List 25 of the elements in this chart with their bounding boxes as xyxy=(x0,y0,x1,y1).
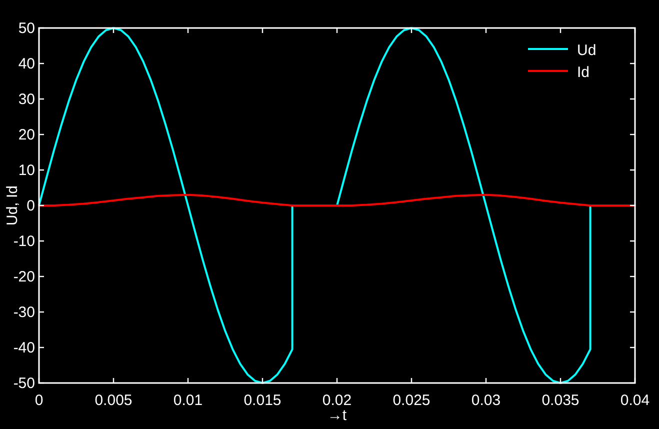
x-tick-label: 0.015 xyxy=(244,392,282,409)
legend-label: Id xyxy=(577,64,590,81)
x-tick-label: 0.02 xyxy=(322,392,352,409)
y-tick-label: 0 xyxy=(26,198,35,214)
x-tick-label: 0.01 xyxy=(173,392,203,409)
y-tick-label: 50 xyxy=(18,20,35,37)
y-tick-label: -10 xyxy=(13,233,35,250)
line-series xyxy=(38,194,636,206)
y-tick-label: 40 xyxy=(18,56,35,72)
x-tick-label: 0.035 xyxy=(542,392,580,409)
y-axis-title: Ud, Id xyxy=(4,185,21,226)
x-tick-label: 0.04 xyxy=(620,392,650,409)
x-tick-label: 0.005 xyxy=(94,392,132,409)
y-tick-label: 20 xyxy=(18,126,35,144)
y-tick-label: -20 xyxy=(13,268,35,286)
legend-label: Ud xyxy=(577,42,596,59)
y-tick-label: -30 xyxy=(13,304,35,321)
y-tick-label: 10 xyxy=(18,162,35,179)
x-tick-label: 0.025 xyxy=(392,392,430,409)
x-tick-label: 0.03 xyxy=(471,392,501,409)
y-tick-label: 30 xyxy=(18,91,35,108)
y-tick-label: -40 xyxy=(13,340,35,356)
x-axis-title: →t xyxy=(327,407,348,424)
y-tick-label: -50 xyxy=(13,375,35,392)
line-series xyxy=(38,27,636,384)
